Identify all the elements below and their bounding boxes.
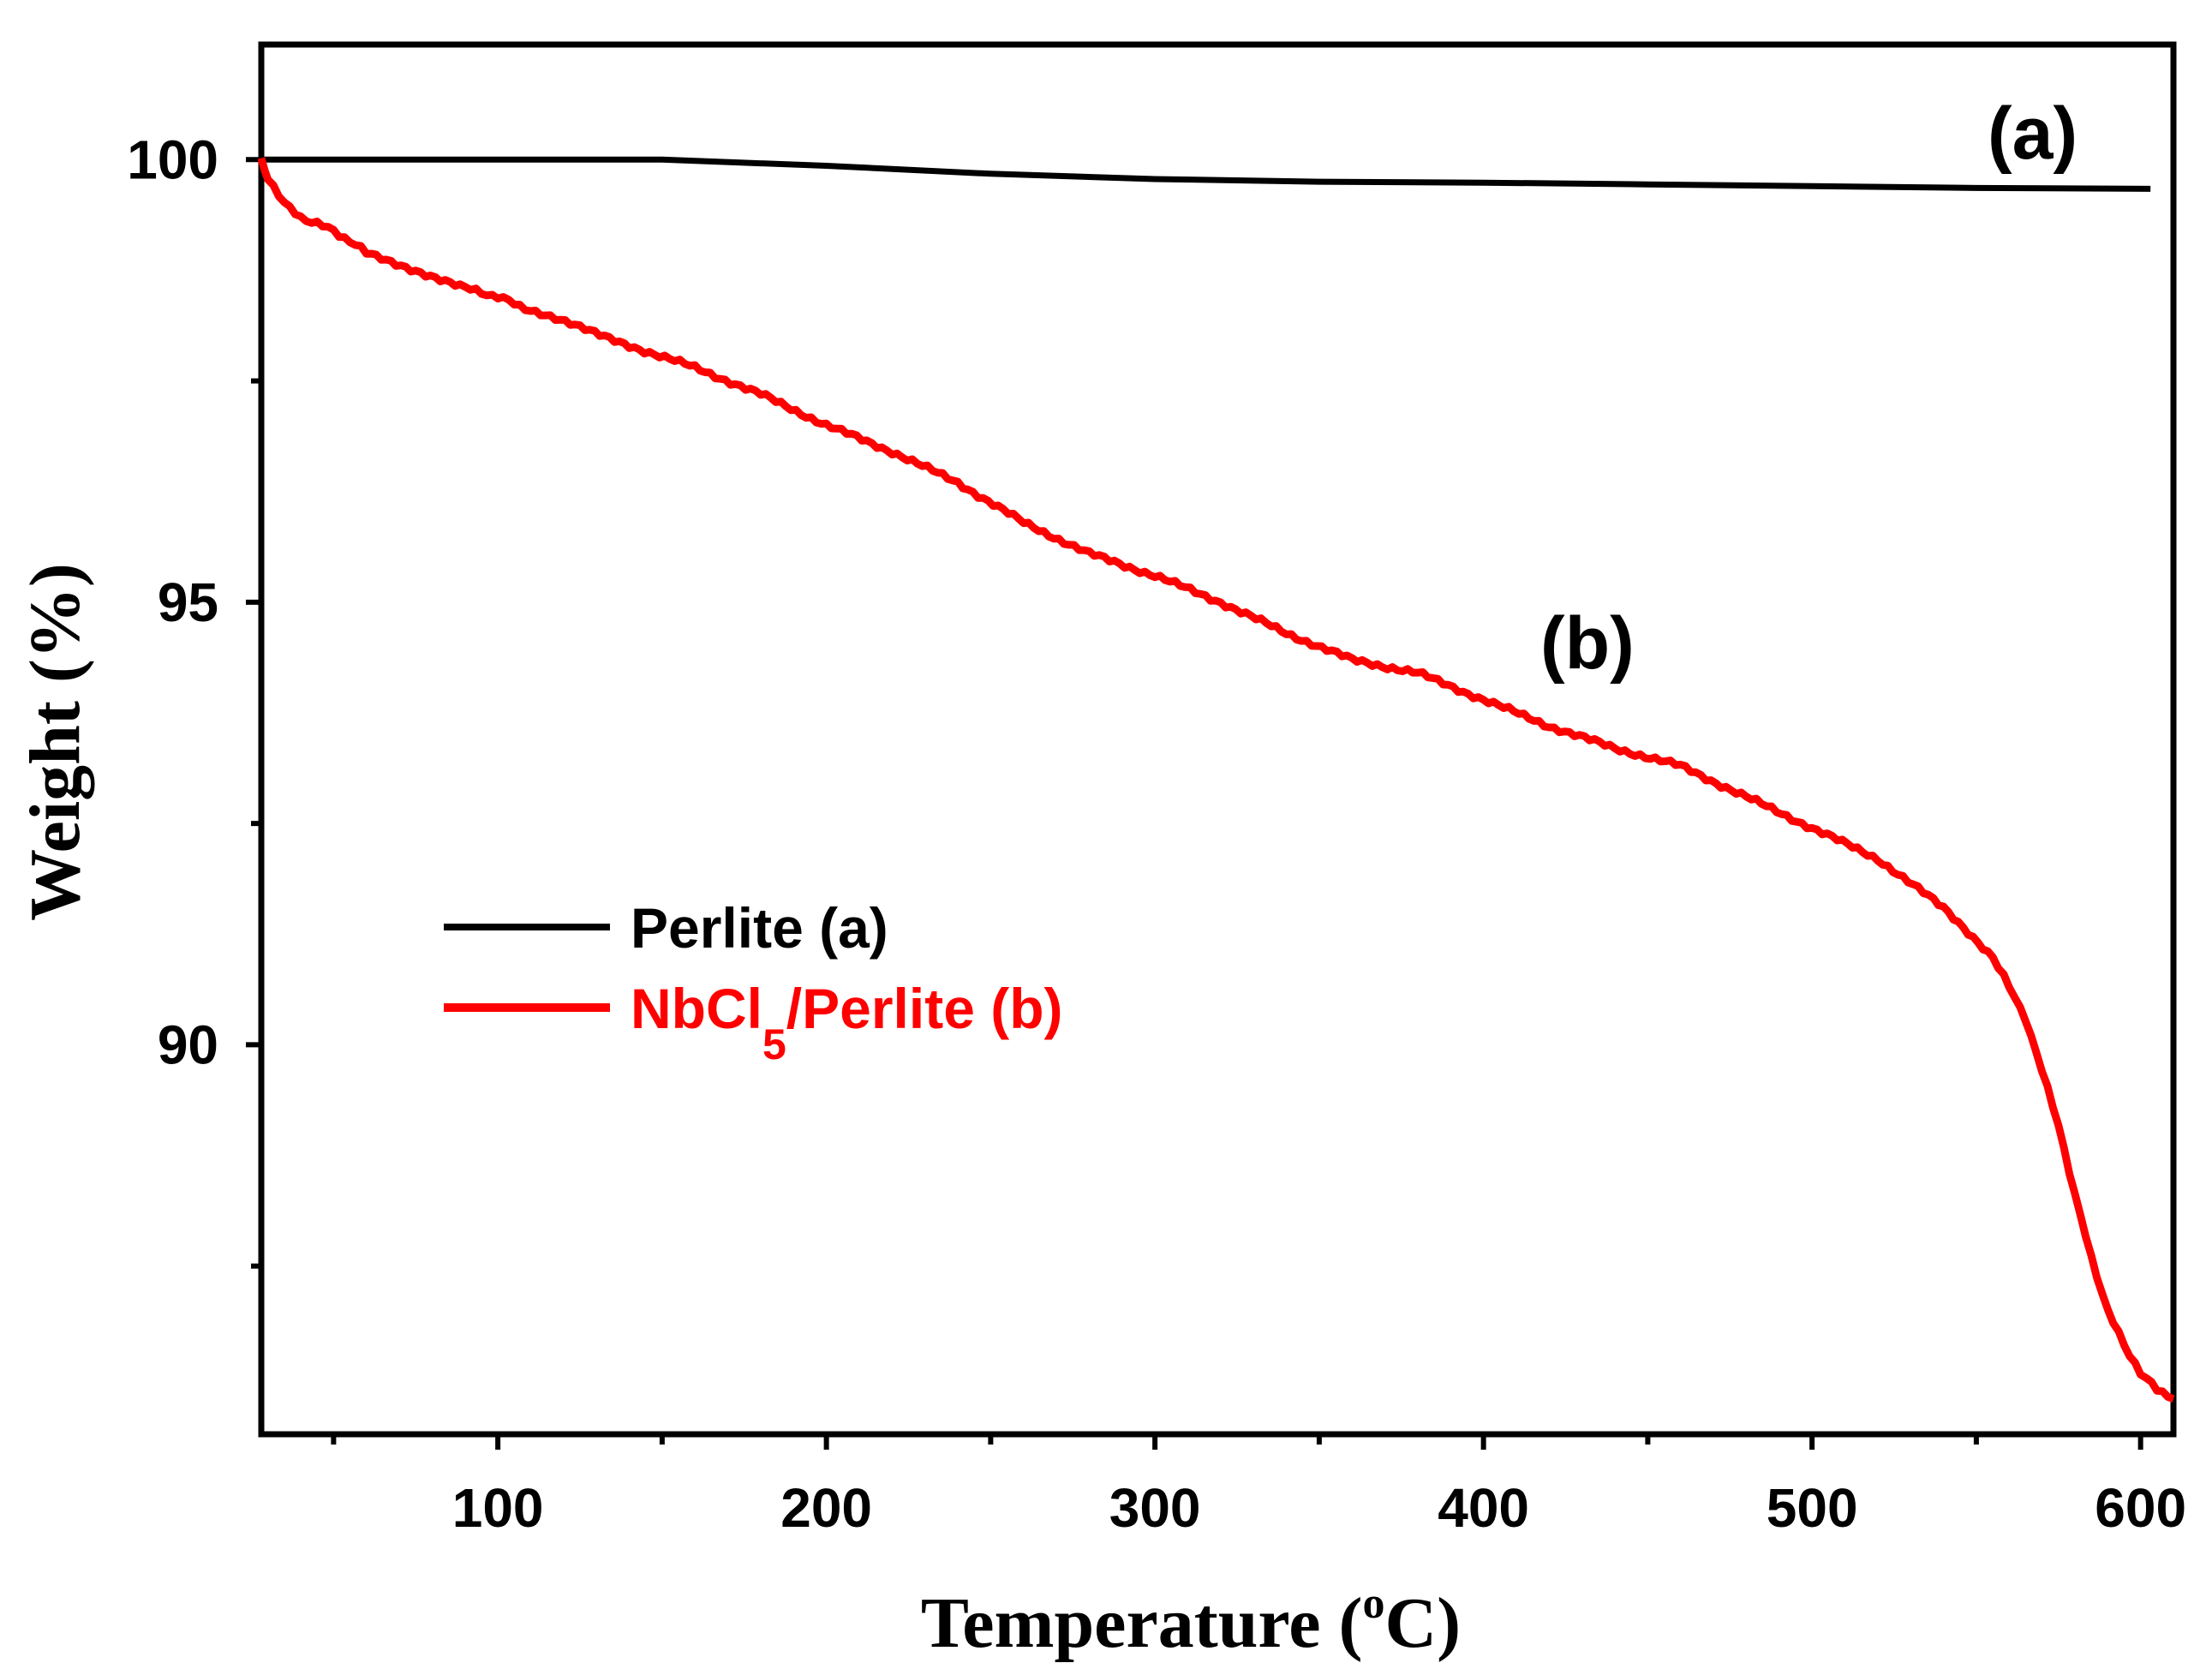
x-tick-label: 100 (452, 1477, 544, 1539)
x-tick-label: 600 (2095, 1477, 2186, 1539)
x-tick-label: 300 (1109, 1477, 1201, 1539)
legend-label-b-suffix: /Perlite (b) (786, 977, 1063, 1040)
x-axis-title-end: C) (1384, 1583, 1461, 1663)
y-tick-label: 100 (127, 129, 218, 190)
x-axis-ticks (331, 1434, 2143, 1450)
y-tick-label: 95 (158, 571, 218, 633)
y-axis-tick-labels: 90 95 100 (127, 129, 218, 1075)
x-tick-label: 400 (1438, 1477, 1529, 1539)
legend-label-b-prefix: NbCl (631, 977, 762, 1040)
x-tick-label: 500 (1767, 1477, 1858, 1539)
legend-label-perlite: Perlite (a) (631, 896, 888, 960)
series-line-perlite (261, 156, 2151, 192)
x-tick-label: 200 (780, 1477, 872, 1539)
x-axis-tick-labels: 100 200 300 400 500 600 (452, 1477, 2186, 1539)
x-axis-title-sup: o (1362, 1579, 1384, 1628)
series-line-nbcl5-perlite (257, 157, 2175, 1403)
plot-frame (258, 41, 2177, 1438)
y-axis-title: Weight (%) (15, 563, 95, 921)
x-axis-title-main: Temperature ( (921, 1583, 1363, 1663)
legend-label-nbcl5-perlite: NbCl5/Perlite (b) (631, 977, 1063, 1068)
annotation-b: (b) (1540, 602, 1635, 685)
x-axis-title: Temperature (oC) (921, 1579, 1461, 1663)
legend-label-b-sub: 5 (762, 1020, 786, 1068)
annotation-a: (a) (1988, 93, 2077, 175)
legend: Perlite (a) NbCl5/Perlite (b) (444, 896, 1063, 1068)
y-tick-label: 90 (158, 1014, 218, 1075)
